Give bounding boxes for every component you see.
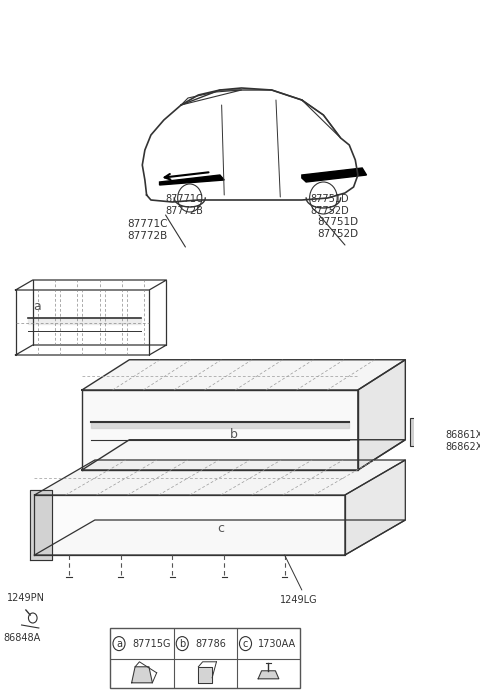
Polygon shape	[82, 440, 405, 470]
Polygon shape	[30, 490, 52, 560]
Polygon shape	[82, 390, 358, 470]
Polygon shape	[35, 520, 405, 555]
Text: 87715G: 87715G	[132, 639, 170, 649]
Text: c: c	[217, 522, 224, 534]
Polygon shape	[258, 671, 279, 679]
Text: c: c	[243, 639, 248, 649]
Text: 1249PN: 1249PN	[7, 593, 45, 603]
Polygon shape	[132, 667, 152, 683]
Polygon shape	[82, 360, 405, 390]
Text: b: b	[179, 639, 185, 649]
Polygon shape	[198, 667, 212, 683]
Text: 86848A: 86848A	[3, 633, 40, 643]
Text: 87771C
87772B: 87771C 87772B	[128, 219, 168, 240]
Polygon shape	[159, 175, 224, 185]
FancyBboxPatch shape	[110, 628, 300, 688]
Polygon shape	[358, 360, 405, 470]
Text: 87786: 87786	[195, 639, 226, 649]
FancyBboxPatch shape	[409, 418, 429, 446]
Text: 87751D
87752D: 87751D 87752D	[311, 194, 349, 216]
Text: 1249LG: 1249LG	[280, 595, 318, 605]
Text: a: a	[116, 639, 122, 649]
Polygon shape	[35, 495, 345, 555]
Text: 1730AA: 1730AA	[258, 639, 297, 649]
Text: 87771C
87772B: 87771C 87772B	[166, 194, 204, 216]
Polygon shape	[302, 168, 367, 182]
Text: 87751D
87752D: 87751D 87752D	[317, 217, 359, 239]
Polygon shape	[345, 460, 405, 555]
Polygon shape	[35, 460, 405, 495]
Text: 86861X
86862X: 86861X 86862X	[446, 430, 480, 452]
Text: b: b	[230, 428, 238, 441]
Text: a: a	[33, 300, 41, 313]
